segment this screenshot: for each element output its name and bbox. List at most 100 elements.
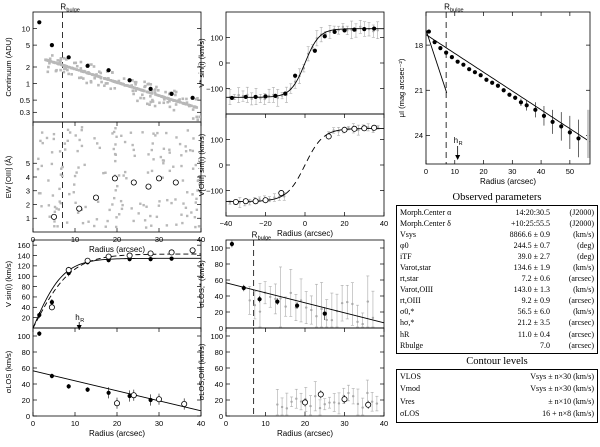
grey-sample	[134, 89, 138, 92]
param-row: Morph.Center δ +10:25:55.5 (J2000)	[400, 218, 594, 229]
data-point	[501, 88, 506, 93]
y-tick-label: 1	[26, 214, 30, 223]
grey-sample	[50, 151, 54, 154]
grey-sample	[36, 167, 40, 171]
grey-sample	[48, 57, 52, 61]
data-point-open	[252, 198, 259, 205]
grey-sample	[80, 126, 84, 129]
grey-sample	[155, 215, 159, 219]
grey-sample	[77, 69, 81, 72]
grey-point	[366, 300, 370, 303]
grey-point	[376, 29, 379, 32]
grey-sample	[139, 96, 142, 100]
grey-sample	[174, 99, 178, 103]
data-point-open	[317, 391, 324, 398]
grey-point	[356, 402, 360, 406]
grey-sample	[194, 97, 198, 101]
y-tick-label: 0	[26, 412, 30, 421]
grey-sample	[136, 99, 139, 103]
grey-sample	[155, 85, 158, 89]
grey-sample	[165, 96, 169, 100]
grey-sample	[65, 221, 69, 224]
grey-point	[361, 322, 364, 326]
x-tick-label: 0	[224, 419, 228, 428]
data-point	[461, 62, 466, 67]
param-row: iTF 39.0 ± 2.7 (deg)	[400, 251, 594, 262]
contour-row: Vres ± n×10 (km/s)	[400, 396, 594, 408]
grey-sample	[53, 220, 56, 223]
grey-sample	[47, 204, 51, 207]
y-axis-label: V[OIII] sin(i) (km/s)	[197, 133, 206, 196]
grey-sample	[37, 192, 41, 195]
contour-levels-table: VLOS Vsys ± n×30 (km/s) Vmod Vsys ± n×30 (k…	[396, 369, 598, 424]
data-point-open	[130, 392, 137, 399]
param-value: 7.0	[540, 340, 550, 350]
grey-sample	[114, 225, 118, 229]
x-tick-label: 50	[566, 167, 574, 176]
grey-sample	[174, 93, 177, 97]
grey-point	[274, 297, 277, 301]
grey-sample	[54, 69, 58, 73]
grey-sample	[158, 101, 161, 105]
grey-point	[241, 94, 245, 98]
data-point	[169, 256, 174, 261]
grey-point	[309, 404, 312, 408]
grey-sample	[96, 200, 100, 203]
grey-sample	[80, 128, 83, 132]
data-point	[576, 136, 581, 141]
y-axis-label: Continuum (ADU)	[4, 37, 13, 97]
grey-sample	[113, 87, 117, 90]
grey-sample	[166, 198, 169, 202]
grey-sample	[84, 205, 87, 209]
grey-sample	[103, 84, 106, 88]
data-point	[567, 130, 572, 135]
grey-sample	[195, 115, 199, 119]
grey-sample	[59, 201, 62, 205]
grey-sample	[186, 129, 190, 132]
r-bulge-label: R	[60, 3, 66, 12]
grey-sample	[197, 225, 201, 228]
grey-point	[351, 302, 354, 306]
x-tick-label: 10	[451, 167, 459, 176]
grey-sample	[62, 67, 66, 71]
y-tick-label: 40	[22, 303, 30, 312]
grey-sample	[172, 165, 175, 168]
x-tick-label: 10	[261, 419, 269, 428]
grey-sample	[55, 207, 58, 210]
data-point	[342, 28, 347, 33]
grey-sample	[132, 92, 135, 96]
grey-sample	[143, 219, 147, 222]
grey-sample	[159, 155, 163, 159]
grey-sample	[82, 69, 86, 73]
grey-sample	[48, 215, 51, 218]
grey-sample	[77, 166, 80, 169]
param-unit: (km/s)	[573, 263, 594, 273]
grey-sample	[47, 65, 50, 69]
grey-sample	[196, 189, 199, 192]
grey-sample	[56, 62, 60, 66]
grey-point	[346, 29, 349, 32]
param-row: Morph.Center α 14:20:30.5 (J2000)	[400, 207, 594, 218]
grey-sample	[190, 211, 193, 214]
y-axis-label: V sin(i) (km/s)	[4, 260, 13, 307]
grey-strip	[587, 109, 590, 158]
y-tick-label: 40	[22, 380, 30, 389]
grey-point	[376, 126, 380, 129]
y-tick-label: −100	[206, 84, 223, 93]
y-tick-label: 80	[215, 348, 223, 357]
data-point	[426, 29, 431, 34]
grey-sample	[125, 83, 128, 87]
x-axis-label: Radius (arcsec)	[480, 177, 536, 186]
grey-sample	[152, 132, 155, 135]
model-curve	[226, 28, 384, 98]
panel-ew: 1 2 3 4 5 0 10 20 30 40 Radius (arcsec) EW [OIII] (…	[4, 121, 205, 254]
grey-point	[375, 402, 379, 405]
data-point	[293, 73, 298, 78]
grey-sample	[46, 70, 50, 74]
contour-label: Vres	[400, 396, 415, 406]
grey-point	[325, 318, 328, 322]
grey-sample	[37, 157, 40, 161]
r-bulge-sub: bulge	[258, 236, 271, 242]
grey-sample	[93, 137, 96, 140]
param-label: σ0,*	[400, 307, 415, 317]
